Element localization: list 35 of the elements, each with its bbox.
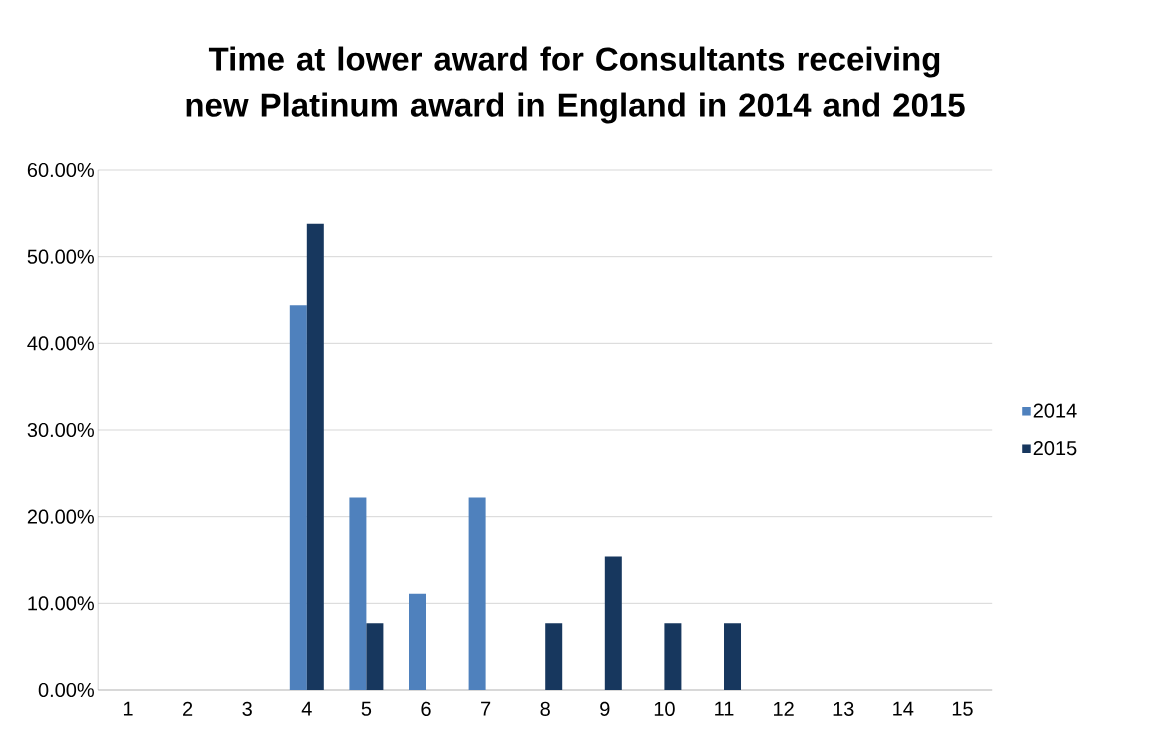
bar	[409, 593, 426, 690]
x-tick-label: 4	[301, 701, 312, 716]
x-tick-label: 15	[952, 701, 973, 716]
bar	[306, 223, 324, 690]
chart-title: Time at lower award for Consultants receiving new Platinum award in England in 2014 and 2015	[186, 46, 965, 124]
legend-label: 2015	[1033, 440, 1077, 456]
y-tick-label: 20.00%	[27, 509, 94, 524]
x-tick-label: 5	[361, 701, 372, 716]
y-tick-label: 10.00%	[28, 596, 94, 611]
x-tick-label: 14	[893, 701, 914, 716]
bar	[604, 556, 622, 690]
x-tick-label: 10	[654, 701, 675, 716]
x-tick-label: 7	[481, 701, 491, 716]
bar	[545, 623, 563, 690]
y-tick-label: 30.00%	[27, 422, 94, 438]
y-tick-label: 0.00%	[38, 682, 94, 698]
bar	[289, 305, 307, 690]
legend-label: 2014	[1033, 403, 1077, 418]
bar	[724, 623, 742, 690]
x-tick-label: 6	[421, 701, 431, 716]
y-tick-label: 60.00%	[27, 162, 94, 178]
y-tick-label: 50.00%	[27, 249, 94, 264]
x-tick-label: 1	[123, 701, 133, 716]
bar	[349, 497, 367, 690]
y-tick-label: 40.00%	[27, 336, 94, 351]
x-tick-label: 12	[774, 701, 794, 716]
bar	[366, 623, 384, 690]
x-tick-label: 8	[540, 701, 550, 716]
x-tick-label: 11	[715, 701, 734, 716]
bar	[468, 497, 486, 690]
x-tick-label: 3	[242, 701, 252, 716]
x-tick-label: 9	[600, 701, 610, 716]
bar	[664, 623, 682, 690]
x-tick-label: 13	[833, 701, 854, 716]
x-tick-label: 2	[183, 701, 193, 716]
